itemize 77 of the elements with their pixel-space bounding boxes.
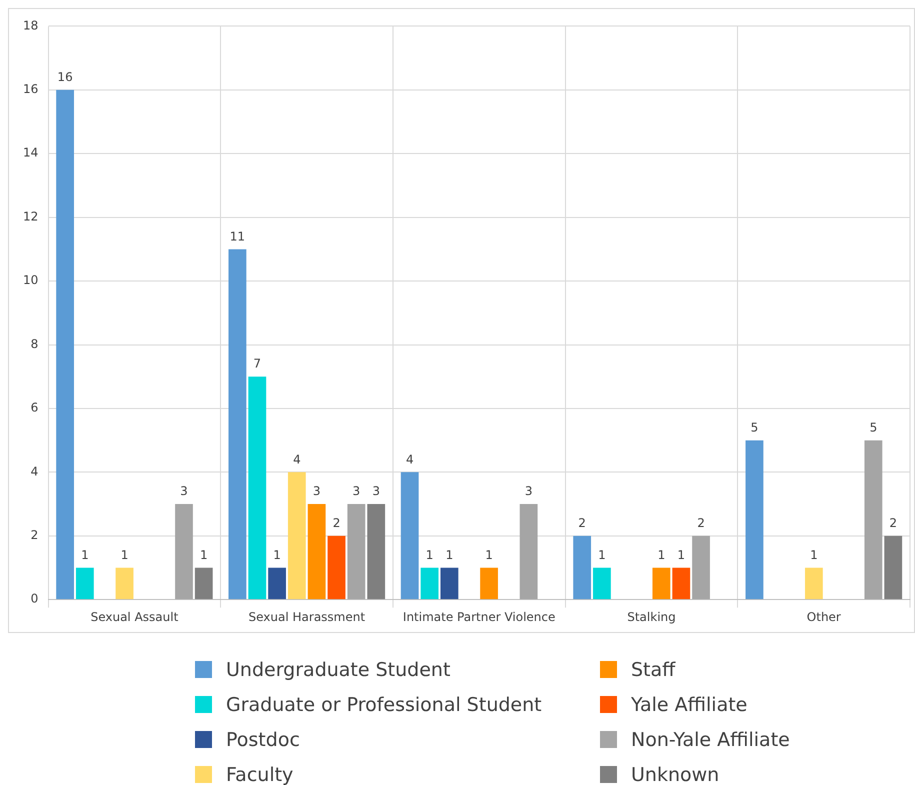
bar: [746, 440, 764, 600]
data-label: 3: [180, 484, 188, 498]
data-label: 1: [810, 548, 818, 562]
data-label: 5: [750, 420, 758, 434]
data-label: 1: [81, 548, 89, 562]
y-tick-label: 12: [22, 209, 38, 224]
data-label: 4: [406, 452, 414, 466]
bar: [116, 568, 134, 600]
x-tick-label: Sexual Assault: [90, 610, 179, 624]
data-label: 3: [312, 484, 321, 498]
y-tick-label: 10: [22, 273, 38, 288]
data-label: 7: [253, 356, 262, 371]
bar: [347, 504, 366, 600]
bar: [175, 504, 193, 600]
bar: [692, 536, 710, 600]
bar: [864, 440, 882, 600]
x-tick-label: Stalking: [627, 610, 676, 624]
data-label: 1: [426, 548, 434, 562]
x-tick-label: Intimate Partner Violence: [402, 610, 556, 624]
data-label: 4: [293, 452, 301, 466]
bar: [328, 536, 346, 600]
data-label: 11: [230, 229, 246, 244]
bar: [420, 568, 439, 600]
data-label: 1: [485, 548, 493, 562]
bar: [573, 536, 592, 600]
data-label: 2: [889, 516, 898, 530]
y-tick-label: 0: [30, 592, 38, 606]
bar: [520, 504, 538, 600]
bar: [228, 249, 246, 600]
legend-label: Non-Yale Affiliate: [631, 728, 790, 750]
x-tick-label: Other: [806, 610, 841, 624]
legend-label: Staff: [631, 658, 676, 680]
data-label: 1: [658, 548, 666, 562]
data-label: 3: [372, 484, 380, 498]
y-tick-label: 16: [22, 82, 38, 96]
bar: [56, 90, 74, 600]
data-label: 1: [120, 548, 128, 562]
bar: [400, 472, 419, 600]
x-tick-label: Sexual Harassment: [248, 610, 366, 624]
bar: [288, 472, 306, 600]
data-label: 3: [524, 484, 533, 498]
y-tick-label: 6: [30, 400, 38, 415]
legend-label: Postdoc: [226, 728, 300, 750]
data-label: 1: [446, 548, 454, 562]
bar: [652, 568, 670, 600]
y-tick-label: 14: [22, 146, 38, 160]
bar: [593, 568, 611, 600]
bar: [268, 568, 286, 600]
bar: [480, 568, 498, 600]
legend-label: Graduate or Professional Student: [226, 694, 542, 716]
bar: [248, 376, 266, 600]
legend-label: Yale Affiliate: [631, 694, 748, 716]
bar: [805, 568, 823, 600]
bar: [367, 504, 386, 600]
y-tick-label: 2: [30, 528, 38, 542]
bar: [884, 536, 902, 600]
legend-label: Undergraduate Student: [226, 658, 450, 680]
data-label: 1: [273, 548, 281, 562]
bar: [672, 568, 690, 600]
data-label: 2: [578, 516, 586, 530]
data-label: 2: [697, 516, 705, 530]
data-label: 1: [598, 548, 606, 562]
y-tick-label: 4: [30, 464, 38, 478]
y-tick-label: 8: [30, 336, 38, 351]
bar: [76, 568, 94, 600]
legend-label: Unknown: [631, 764, 720, 785]
y-tick-label: 18: [22, 18, 38, 32]
data-label: 5: [870, 420, 878, 434]
legend-label: Faculty: [226, 764, 294, 785]
data-label: 2: [332, 516, 340, 530]
data-label: 3: [352, 484, 360, 498]
data-label: 1: [677, 548, 686, 562]
bar: [308, 504, 326, 600]
data-label: 1: [200, 548, 208, 562]
bar: [440, 568, 458, 600]
data-label: 16: [57, 70, 73, 84]
bar: [194, 568, 213, 600]
